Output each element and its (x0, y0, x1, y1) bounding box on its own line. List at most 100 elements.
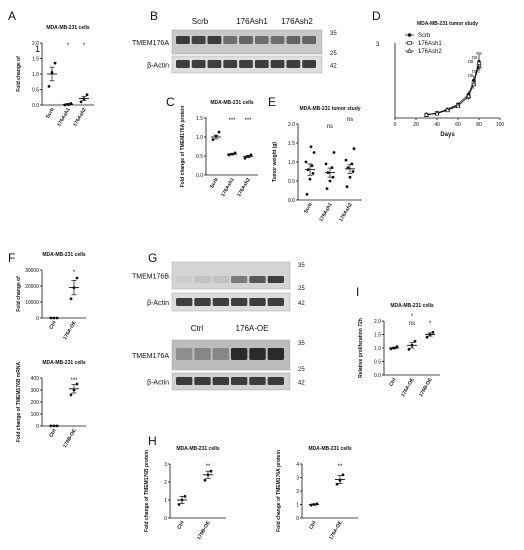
chart-h-right: MDA-MB-231 cells 0 1 2 3 4 Fold change of TMEM… (276, 446, 358, 541)
significance-label: ns (468, 73, 474, 79)
x-tick-label: 176A-OE (62, 319, 78, 341)
data-point (305, 192, 309, 196)
data-point (304, 160, 308, 164)
blot-band (231, 348, 248, 360)
data-point (331, 175, 335, 179)
panel-label-i: I (356, 285, 359, 299)
blot-row-label: TMEM176A (132, 353, 169, 360)
blot-marker-kda: 25 (298, 286, 305, 292)
significance-label: * (83, 43, 86, 49)
data-point (350, 162, 354, 166)
blot-band (191, 36, 206, 44)
x-tick-label: 60 (455, 122, 461, 128)
data-point (328, 179, 332, 183)
x-tick-label: 176Ash1 (220, 177, 236, 198)
blot-band (207, 36, 222, 44)
data-point (47, 85, 51, 88)
x-tick-label: 176A-OE (328, 519, 344, 541)
panel-label-f: F (8, 251, 15, 265)
x-tick-label: Ctrl (48, 319, 58, 330)
blot-band (212, 377, 229, 385)
y-tick-label: 0.0 (196, 173, 203, 179)
y-tick-label: 0.5 (196, 154, 203, 160)
data-point (312, 151, 316, 154)
x-tick-label: Ctrl (48, 427, 58, 438)
significance-label: * (411, 314, 414, 320)
x-tick-label: 176B-OE (418, 376, 434, 398)
series-line (426, 61, 480, 115)
y-tick-label: 0 (36, 316, 39, 322)
y-tick-label: 4 (296, 462, 299, 468)
blot-column-label: Scrb (192, 17, 209, 26)
blot-column-label: 176A-OE (236, 324, 269, 333)
blot-row-label: β-Actin (147, 63, 169, 70)
blot-band (267, 348, 284, 360)
significance-label: ns (476, 65, 482, 71)
significance-label: ns (472, 55, 478, 61)
blot-band (176, 298, 193, 306)
blot-band (231, 298, 248, 306)
x-tick-label: 176Ash2 (72, 107, 88, 128)
y-axis-label: Fold change of TMEM176A protein (276, 450, 282, 532)
blot-band (207, 60, 222, 68)
x-tick-label: 80 (476, 122, 482, 128)
y-tick-label: 3 (296, 476, 299, 482)
y-tick-label: 2.0 (288, 122, 295, 128)
panel-label-b: B (150, 9, 158, 23)
data-point (183, 495, 187, 498)
y-tick-label: 0.0 (32, 103, 39, 109)
y-tick-label: 200 (31, 400, 40, 406)
y-tick-label: 1.0 (288, 160, 295, 166)
data-point (352, 147, 356, 151)
panel-label-c: C (166, 95, 175, 109)
chart-title: MDA-MB-231 cells (390, 303, 434, 309)
y-tick-label: 1.0 (196, 135, 203, 141)
blot-band (194, 348, 211, 360)
y-tick-label: 1.5 (374, 333, 381, 339)
blot-band (249, 276, 266, 283)
blot-band (267, 276, 284, 283)
blot-band (194, 276, 211, 283)
y-tick-label: 1 (296, 503, 299, 509)
blot-band (267, 377, 284, 385)
data-point (311, 172, 315, 175)
blot-band (223, 60, 238, 68)
panel-label-a: A (8, 9, 16, 23)
legend-label: Scrb (418, 33, 431, 39)
data-point (75, 276, 79, 280)
blot-marker-kda: 42 (298, 381, 305, 387)
axis-stray-one: 1 (35, 44, 40, 54)
chart-title: MDA-MB-231 cells (42, 252, 86, 258)
data-point (310, 164, 314, 168)
x-tick-label: 176A-OE (400, 376, 416, 398)
chart-i: MDA-MB-231 cells 0.0 0.5 1.0 1.5 2.0 Relative … (358, 303, 440, 398)
y-axis-label: Fold change of (16, 56, 22, 92)
blot-band (254, 36, 269, 44)
x-tick-label: Scrb (303, 202, 314, 215)
y-axis-label: Fold change of TMEM176B mRNA (16, 361, 22, 442)
blot-marker-kda: 25 (330, 51, 337, 57)
y-tick-label: 0 (164, 516, 167, 522)
x-tick-label: 100 (496, 122, 505, 128)
blot-band (176, 377, 193, 385)
significance-label: ** (338, 464, 343, 470)
y-tick-label: 30000 (25, 268, 39, 274)
blot-band (270, 60, 285, 68)
western-blot-b: Scrb 176Ash1 176Ash2 TMEM176A 35 25 β-Actin 42 (132, 17, 337, 74)
x-tick-label: Ctrl (388, 376, 398, 387)
y-tick-label: 2 (296, 489, 299, 495)
y-tick-label: 0 (36, 424, 39, 430)
data-point (53, 61, 57, 65)
y-axis-label: Fold change of (16, 276, 22, 312)
chart-title: MDA-MB-231 tumor study (299, 106, 360, 112)
chart-title: MDA-MB-231 cells (210, 100, 254, 106)
y-tick-label: 1.5 (32, 57, 39, 63)
x-tick-label: 176Ash1 (56, 107, 72, 128)
data-point (351, 170, 355, 173)
blot-column-label: 176Ash1 (236, 17, 268, 26)
blot-band (239, 60, 253, 68)
data-point (324, 162, 328, 166)
y-tick-label: 300 (31, 388, 40, 394)
significance-label: ns (327, 124, 333, 130)
